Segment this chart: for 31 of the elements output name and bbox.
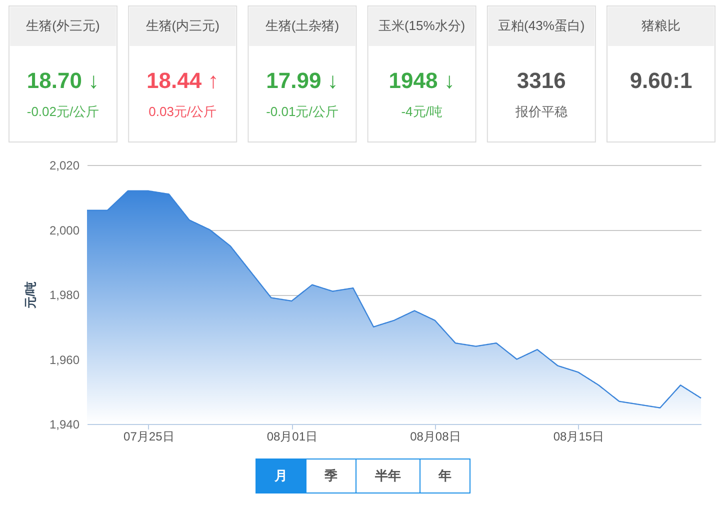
text: 9.60:1 (630, 68, 692, 93)
y-tick-label: 2,000 (49, 223, 80, 238)
text: 17.99 ↓ (266, 68, 338, 93)
y-tick-label: 2,020 (49, 158, 80, 172)
y-tick-label: 1,940 (49, 418, 80, 432)
text: -4元/吨 (401, 104, 442, 119)
text: 3316 (516, 68, 566, 93)
text: 豆粕(43%蛋白) (498, 18, 585, 33)
x-tick-label: 08月08日 (410, 430, 461, 444)
y-axis-title: 元/吨 (23, 281, 38, 310)
y-tick-label: 1,980 (49, 288, 80, 302)
text: -0.02元/公斤 (26, 104, 100, 119)
text: 18.70 ↓ (26, 68, 100, 93)
text: 0.03元/公斤 (148, 104, 217, 119)
text: 月 (274, 468, 288, 483)
text: 生猪(外三元) (26, 18, 100, 33)
text: 猪粮比 (642, 18, 680, 33)
text: 生猪(土杂猪) (265, 18, 340, 33)
text: 18.44 ↑ (146, 68, 219, 93)
text: 1948 ↓ (388, 68, 455, 93)
text: 年 (438, 468, 452, 483)
x-tick-label: 08月15日 (553, 430, 604, 444)
x-tick-label: 07月25日 (124, 430, 174, 444)
text: -0.01元/公斤 (266, 104, 338, 119)
text: 季 (324, 468, 338, 483)
text: 生猪(内三元) (146, 18, 220, 33)
text: 玉米(15%水分) (378, 18, 466, 33)
text: 半年 (374, 468, 401, 483)
text: 报价平稳 (514, 104, 568, 119)
y-tick-label: 1,960 (49, 352, 80, 367)
x-tick-label: 08月01日 (266, 430, 318, 444)
